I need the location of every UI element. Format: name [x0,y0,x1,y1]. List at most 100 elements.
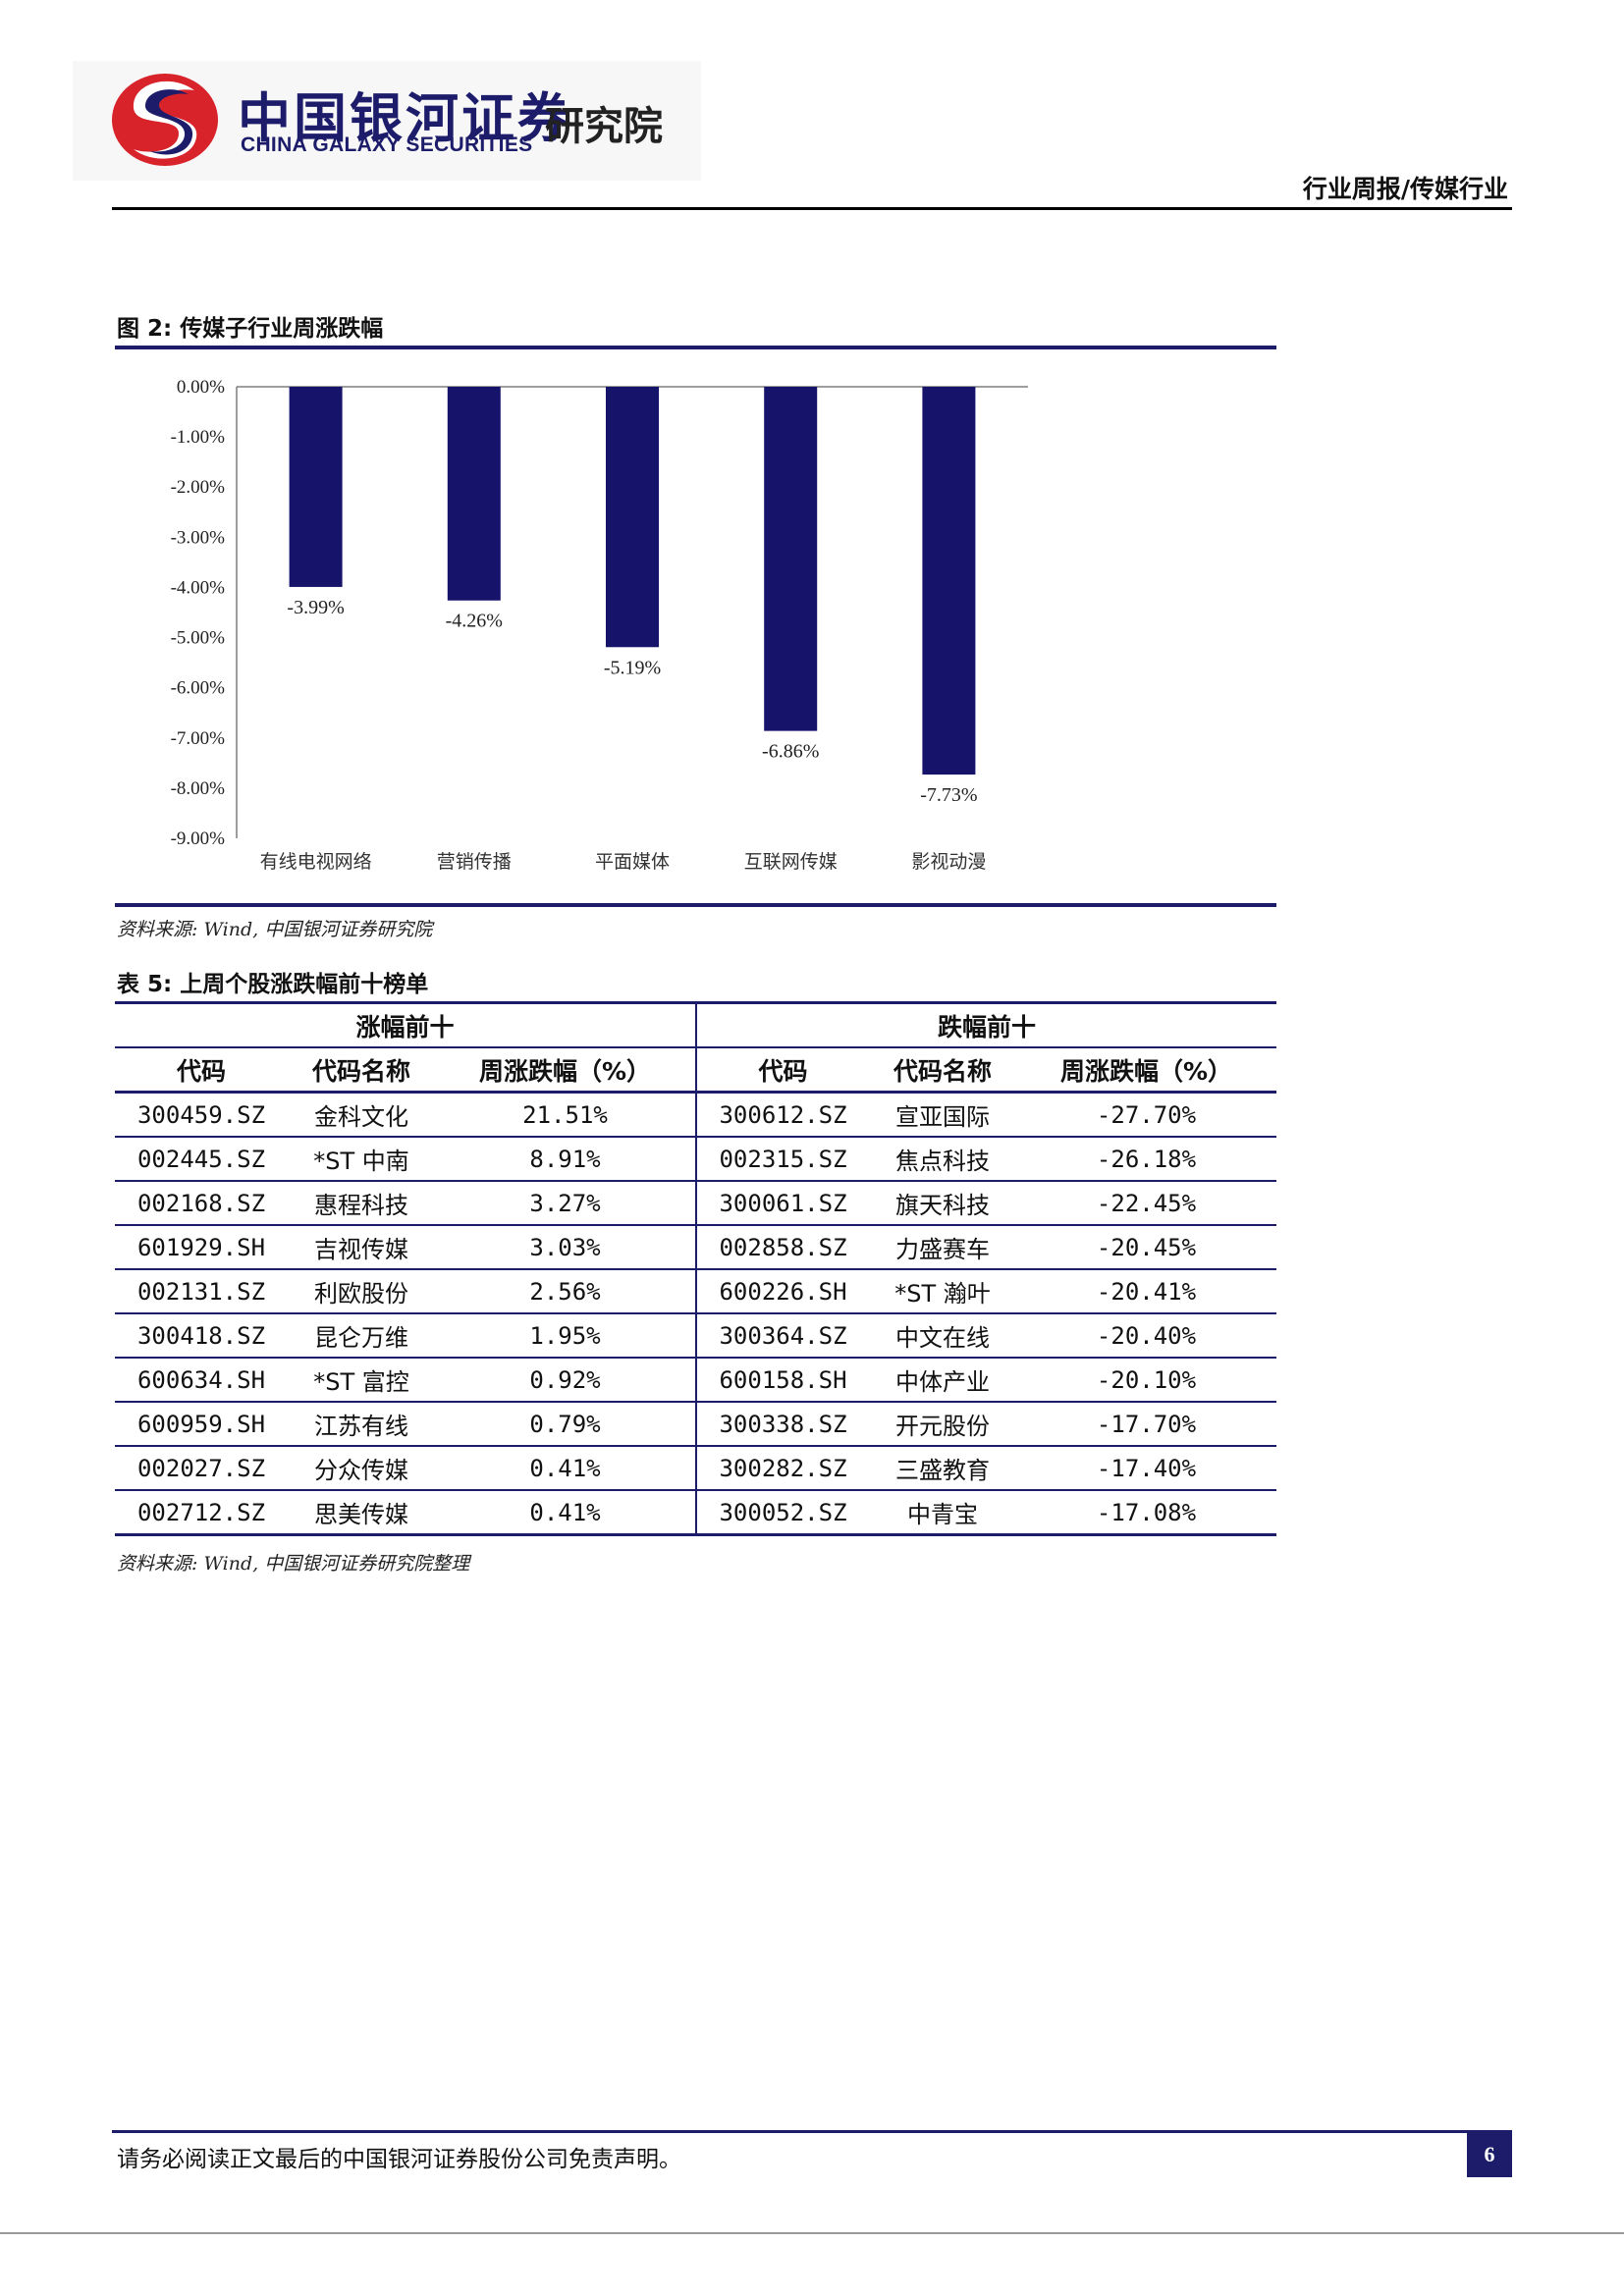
stock-name-cell: 焦点科技 [869,1137,1016,1182]
column-header-name: 代码名称 [288,1047,435,1094]
weekly-change-cell: -27.70% [1016,1092,1276,1138]
stock-code-cell: 002315.SZ [696,1137,869,1182]
weekly-change-cell: 3.27% [435,1181,697,1226]
gain-group-header: 涨幅前十 [115,1001,697,1048]
figure-caption: 图 2: 传媒子行业周涨跌幅 [117,316,384,342]
stock-code-cell: 300459.SZ [115,1092,288,1138]
stock-name-cell: 中文在线 [869,1313,1016,1359]
table-row: 002131.SZ 利欧股份 2.56% 600226.SH *ST 瀚叶 -20.41% [115,1269,1276,1314]
column-header-name: 代码名称 [869,1047,1016,1094]
stock-code-cell: 002131.SZ [115,1269,288,1314]
stock-name-cell: 旗天科技 [869,1181,1016,1226]
y-tick-label: -2.00% [171,477,226,498]
table-row: 002027.SZ 分众传媒 0.41% 300282.SZ 三盛教育 -17.40% [115,1446,1276,1491]
weekly-change-cell: 0.92% [435,1358,697,1403]
y-tick-label: -3.00% [171,527,226,548]
stock-code-cell: 300052.SZ [696,1490,869,1536]
stock-code-cell: 002858.SZ [696,1225,869,1270]
chart-bars [289,387,976,775]
x-tick-label: 互联网传媒 [744,851,838,873]
column-header-code: 代码 [696,1047,869,1094]
data-label: -4.26% [446,611,503,632]
sub-industry-bar-chart: 0.00% -1.00% -2.00% -3.00% -4.00% -5.00% -6.00… [171,377,1028,873]
stock-code-cell: 600226.SH [696,1269,869,1314]
weekly-change-cell: -22.45% [1016,1181,1276,1226]
page-bottom-rule [0,2232,1624,2234]
weekly-change-cell: -26.18% [1016,1137,1276,1182]
data-label: -7.73% [920,784,977,806]
figure-top-rule [115,346,1276,349]
weekly-change-cell: 21.51% [435,1092,697,1138]
weekly-change-cell: 1.95% [435,1313,697,1359]
column-header-code: 代码 [115,1047,288,1094]
bar-3 [606,387,659,648]
bar-1 [289,387,343,587]
table-row: 300459.SZ 金科文化 21.51% 300612.SZ 宣亚国际 -27.70% [115,1092,1276,1138]
weekly-change-cell: -17.40% [1016,1446,1276,1491]
stock-name-cell: 三盛教育 [869,1446,1016,1491]
figure-source: 资料来源: Wind, 中国银河证券研究院 [117,919,433,940]
weekly-change-cell: -20.41% [1016,1269,1276,1314]
weekly-change-cell: -20.45% [1016,1225,1276,1270]
table-source: 资料来源: Wind, 中国银河证券研究院整理 [117,1553,470,1575]
weekly-change-cell: -20.40% [1016,1313,1276,1359]
stock-name-cell: 分众传媒 [288,1446,435,1491]
stock-code-cell: 002027.SZ [115,1446,288,1491]
y-tick-label: -4.00% [171,577,226,598]
stock-name-cell: 利欧股份 [288,1269,435,1314]
x-tick-label: 平面媒体 [595,851,670,873]
loss-group-header: 跌幅前十 [696,1001,1276,1048]
stock-code-cell: 002445.SZ [115,1137,288,1182]
y-tick-label: -9.00% [171,828,226,849]
data-label: -6.86% [762,741,819,763]
stock-name-cell: 宣亚国际 [869,1092,1016,1138]
stock-name-cell: 昆仑万维 [288,1313,435,1359]
y-tick-label: -8.00% [171,778,226,799]
bar-2 [447,387,501,601]
stock-code-cell: 300418.SZ [115,1313,288,1359]
weekly-change-cell: 2.56% [435,1269,697,1314]
data-label: -3.99% [287,597,344,618]
stock-name-cell: 中体产业 [869,1358,1016,1403]
data-label: -5.19% [604,657,661,678]
stock-name-cell: 中青宝 [869,1490,1016,1536]
chart-x-tick-labels: 有线电视网络 营销传播 平面媒体 互联网传媒 影视动漫 [260,851,987,873]
column-header-change: 周涨跌幅（%） [1016,1047,1276,1094]
disclaimer-note: 请务必阅读正文最后的中国银河证券股份公司免责声明。 [117,2147,681,2172]
x-tick-label: 营销传播 [437,851,512,873]
table-caption: 表 5: 上周个股涨跌幅前十榜单 [117,972,429,997]
weekly-change-cell: 0.41% [435,1490,697,1536]
galaxy-logo-icon [112,74,218,166]
x-tick-label: 影视动漫 [911,851,986,873]
y-tick-label: -7.00% [171,728,226,749]
stock-name-cell: *ST 瀚叶 [869,1269,1016,1314]
x-tick-label: 有线电视网络 [260,851,372,873]
stock-code-cell: 300364.SZ [696,1313,869,1359]
stock-code-cell: 601929.SH [115,1225,288,1270]
y-tick-label: -6.00% [171,678,226,699]
y-tick-label: -5.00% [171,628,226,649]
top-ten-stock-table: 涨幅前十 跌幅前十 代码 代码名称 周涨跌幅（%） 代码 代码名称 周涨跌幅（%… [115,1001,1276,1536]
weekly-change-cell: 8.91% [435,1137,697,1182]
chart-y-tick-labels: 0.00% -1.00% -2.00% -3.00% -4.00% -5.00% -6.00… [171,377,226,849]
y-tick-label: 0.00% [177,377,225,398]
page-number: 6 [1467,2132,1512,2177]
weekly-change-cell: -17.08% [1016,1490,1276,1536]
column-header-change: 周涨跌幅（%） [435,1047,697,1094]
logo-english-name: CHINA GALAXY SECURITIES [241,133,533,156]
stock-code-cell: 002168.SZ [115,1181,288,1226]
table-row: 601929.SH 吉视传媒 3.03% 002858.SZ 力盛赛车 -20.45% [115,1225,1276,1270]
weekly-change-cell: 0.79% [435,1402,697,1447]
stock-code-cell: 300061.SZ [696,1181,869,1226]
stock-name-cell: 力盛赛车 [869,1225,1016,1270]
weekly-change-cell: -20.10% [1016,1358,1276,1403]
table-row: 002168.SZ 惠程科技 3.27% 300061.SZ 旗天科技 -22.45% [115,1181,1276,1226]
header-rule [112,207,1512,210]
chart-data-labels: -3.99% -4.26% -5.19% -6.86% -7.73% [287,597,977,806]
table-row: 300418.SZ 昆仑万维 1.95% 300364.SZ 中文在线 -20.40% [115,1313,1276,1359]
stock-code-cell: 600634.SH [115,1358,288,1403]
stock-name-cell: 吉视传媒 [288,1225,435,1270]
institute-label: 研究院 [545,104,663,149]
stock-name-cell: 江苏有线 [288,1402,435,1447]
stock-code-cell: 300282.SZ [696,1446,869,1491]
